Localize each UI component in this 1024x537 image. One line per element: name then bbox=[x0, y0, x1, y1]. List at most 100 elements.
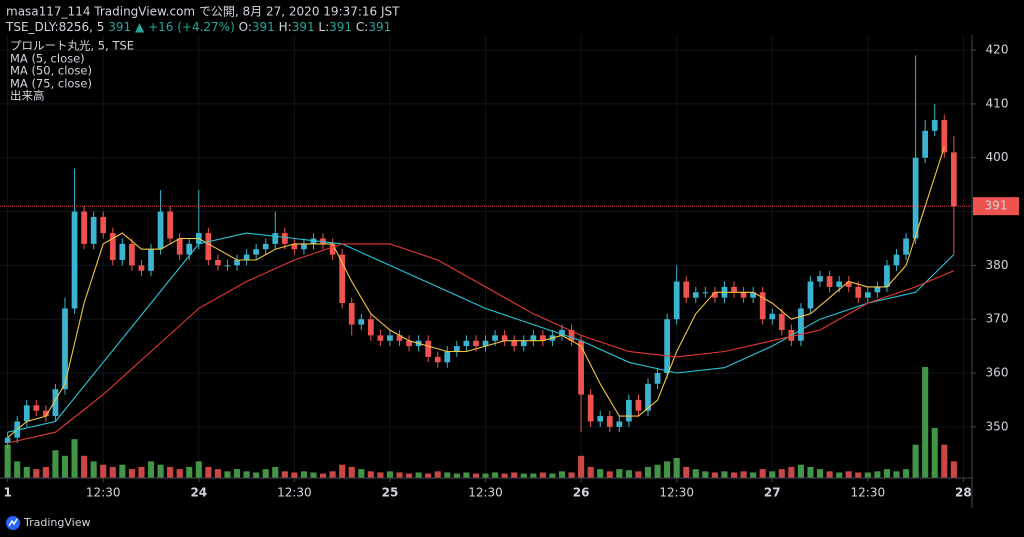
change-arrow: ▲ bbox=[135, 20, 145, 34]
volume-bar bbox=[616, 469, 623, 478]
candle-body bbox=[645, 383, 651, 411]
volume-bar bbox=[578, 455, 585, 478]
candle-body bbox=[71, 211, 78, 309]
candle-body bbox=[606, 416, 613, 427]
logo-glyph bbox=[8, 518, 18, 527]
ohlc-label: L: bbox=[318, 20, 329, 34]
legend-entry[interactable]: 出来高 bbox=[10, 89, 45, 103]
volume-bar bbox=[415, 472, 422, 478]
volume-bar bbox=[81, 455, 88, 478]
candle-body bbox=[4, 437, 11, 444]
candle-body bbox=[358, 319, 365, 325]
volume-bar bbox=[912, 444, 919, 478]
volume-bar bbox=[100, 464, 107, 478]
volume-bar bbox=[539, 472, 546, 478]
volume-bar bbox=[816, 469, 824, 478]
x-tick-label: 28 bbox=[955, 486, 972, 500]
volume-bar bbox=[4, 444, 11, 478]
change: +16 (+4.27%) bbox=[148, 20, 235, 34]
volume-bar bbox=[625, 470, 632, 478]
candle-body bbox=[253, 249, 260, 255]
chart-title: masa117_114 TradingView.com で公開, 8月 27, … bbox=[6, 5, 400, 19]
volume-bar bbox=[319, 473, 327, 478]
volume-bar bbox=[463, 472, 470, 478]
volume-bar bbox=[348, 466, 355, 478]
candle-body bbox=[702, 292, 709, 294]
candle-body bbox=[922, 130, 929, 158]
volume-bar bbox=[874, 471, 881, 478]
volume-bar bbox=[61, 455, 69, 478]
volume-bar bbox=[558, 471, 566, 478]
volume-bar bbox=[883, 469, 890, 478]
volume-bar bbox=[109, 466, 116, 478]
candle-body bbox=[903, 238, 909, 255]
volume-bar bbox=[42, 466, 49, 478]
volume-bar bbox=[396, 472, 403, 478]
candle-body bbox=[941, 120, 948, 153]
volume-bar bbox=[157, 464, 164, 478]
candle-body bbox=[425, 340, 432, 357]
x-tick-label: 12:30 bbox=[468, 486, 503, 500]
legend-entry[interactable]: MA (50, close) bbox=[10, 64, 92, 78]
candle-body bbox=[673, 281, 680, 320]
legend-entry[interactable]: プロルート丸光, 5, TSE bbox=[10, 39, 134, 53]
candle-body bbox=[530, 335, 537, 341]
candle-body bbox=[540, 335, 546, 341]
candle-body bbox=[463, 340, 470, 347]
volume-bar bbox=[931, 428, 938, 478]
volume-bar bbox=[530, 473, 537, 478]
candle-body bbox=[272, 233, 279, 244]
legend: プロルート丸光, 5, TSE MA (5, close) MA (50, cl… bbox=[10, 39, 134, 103]
y-tick-label: 370 bbox=[986, 312, 1009, 326]
volume-bar bbox=[683, 466, 690, 478]
volume-bar bbox=[329, 471, 336, 478]
candle-body bbox=[434, 356, 441, 363]
candle-body bbox=[291, 243, 298, 250]
price-label: 391 bbox=[985, 199, 1008, 213]
ohlc-value: 391 bbox=[368, 20, 391, 34]
volume-bar bbox=[253, 472, 260, 478]
volume-bar bbox=[864, 472, 871, 478]
volume-bar bbox=[893, 471, 900, 478]
candle-body bbox=[807, 281, 814, 309]
candle-body bbox=[348, 303, 355, 325]
volume-bar bbox=[950, 461, 957, 478]
volume-bar bbox=[845, 471, 852, 478]
volume-bar bbox=[511, 472, 518, 478]
candle-body bbox=[473, 340, 479, 347]
candle-body bbox=[234, 259, 240, 266]
y-tick-label: 420 bbox=[986, 43, 1009, 57]
x-tick-label: 24 bbox=[190, 486, 207, 500]
candle-body bbox=[129, 243, 135, 266]
last-price: 391 bbox=[108, 20, 131, 34]
candle-body bbox=[157, 211, 164, 250]
candle-body bbox=[597, 416, 604, 422]
x-tick-label: 12:30 bbox=[851, 486, 886, 500]
candle-body bbox=[406, 340, 412, 347]
candle-body bbox=[845, 281, 852, 287]
candle-body bbox=[950, 152, 957, 207]
candle-body bbox=[826, 276, 833, 287]
volume-bar bbox=[635, 471, 642, 478]
volume-bar bbox=[654, 464, 661, 478]
volume-bar bbox=[186, 466, 193, 478]
legend-entry[interactable]: MA (75, close) bbox=[10, 77, 92, 91]
y-tick-label: 360 bbox=[986, 366, 1009, 380]
candle-body bbox=[635, 399, 642, 411]
volume-bar bbox=[472, 473, 480, 478]
x-tick-label: 25 bbox=[382, 486, 399, 500]
candle-body bbox=[33, 405, 40, 411]
volume-bar bbox=[597, 469, 604, 478]
candle-body bbox=[654, 373, 661, 384]
legend-entry[interactable]: MA (5, close) bbox=[10, 52, 85, 66]
volume-bar bbox=[300, 471, 307, 478]
volume-bar bbox=[367, 471, 374, 478]
candle-body bbox=[912, 157, 919, 239]
volume-bar bbox=[759, 469, 766, 478]
candle-body bbox=[224, 265, 231, 267]
candle-body bbox=[301, 243, 307, 250]
volume-bar bbox=[176, 469, 183, 478]
volume-bar bbox=[664, 461, 671, 478]
volume-bar bbox=[606, 471, 613, 478]
